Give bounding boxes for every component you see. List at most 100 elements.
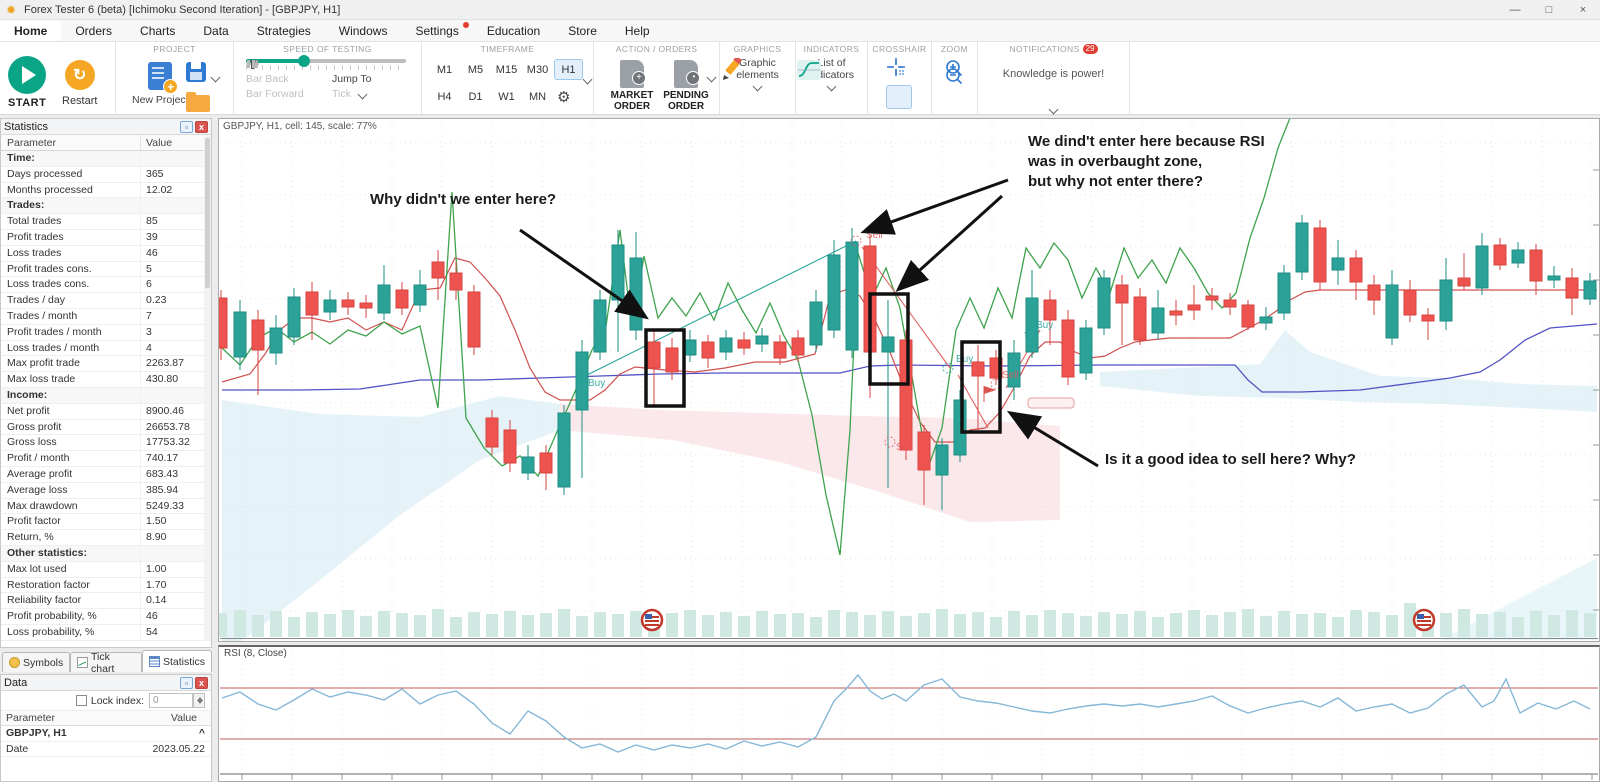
- notifications-chevron[interactable]: [1048, 100, 1059, 118]
- lock-index-input[interactable]: 0: [149, 693, 205, 708]
- save-button[interactable]: [186, 62, 206, 82]
- bar-forward-button[interactable]: Bar Forward: [246, 60, 332, 100]
- timeframe-settings-gear-icon[interactable]: ⚙: [557, 88, 571, 106]
- jump-to-button[interactable]: Jump To: [247, 59, 418, 85]
- rsi-chart[interactable]: [219, 647, 1599, 781]
- timeframe-m1-button[interactable]: M1: [436, 63, 453, 76]
- menu-item-education[interactable]: Education: [486, 23, 541, 38]
- timeframe-h1-button[interactable]: H1: [554, 59, 583, 80]
- statistics-close-button[interactable]: x: [195, 120, 208, 133]
- lock-index-spinner[interactable]: [193, 693, 205, 708]
- chart-annotation: We dind't enter here because RSI was in o…: [1028, 133, 1265, 190]
- notifications-label: NOTIFICATIONS: [1009, 44, 1080, 54]
- window-title: Forex Tester 6 (beta) [Ichimoku Second I…: [24, 3, 341, 16]
- candlestick-chart[interactable]: Buy Sell Sell Buy Sell Buy: [219, 119, 1600, 641]
- crosshair-snap-icon: [889, 60, 904, 75]
- timeframe-m5-button[interactable]: M5: [467, 63, 484, 76]
- svg-text:Sell: Sell: [1002, 370, 1019, 381]
- minimize-button[interactable]: —: [1509, 4, 1521, 16]
- news-flag-icon[interactable]: [640, 608, 664, 632]
- statistics-minimize-button[interactable]: ▫: [180, 120, 193, 133]
- ribbon-section-zoom: ZOOM: [932, 42, 978, 114]
- menu-item-settings[interactable]: Settings: [401, 21, 472, 41]
- main-chart-panel[interactable]: GBPJPY, H1, cell: 145, scale: 77% Buy Sel…: [218, 118, 1600, 642]
- timeframe-w1-button[interactable]: W1: [498, 90, 515, 103]
- ribbon-section-speed: SPEED OF TESTING Bar Back Jump To Ba: [234, 42, 422, 114]
- new-project-button[interactable]: + New Project: [132, 62, 189, 107]
- project-menu-chevron[interactable]: [210, 68, 221, 86]
- rsi-panel[interactable]: RSI (8, Close): [218, 645, 1600, 782]
- indicator-curve-icon: [797, 60, 821, 80]
- pending-order-button[interactable]: ◔ PENDING ORDER: [658, 60, 714, 112]
- chart-header: GBPJPY, H1, cell: 145, scale: 77%: [223, 121, 377, 132]
- menu-item-store[interactable]: Store: [568, 23, 597, 38]
- data-row: GBPJPY, H1 ^: [1, 726, 211, 742]
- restart-button[interactable]: ↻ Restart: [62, 60, 97, 107]
- notifications-badge: 29: [1082, 44, 1098, 54]
- statistics-row: Average loss 385.94: [1, 482, 211, 499]
- market-order-button[interactable]: + MARKET ORDER: [604, 60, 660, 112]
- list-of-indicators-button[interactable]: List of indicators: [796, 57, 867, 92]
- tick-button[interactable]: Tick: [247, 60, 418, 100]
- graphic-elements-button[interactable]: Graphic elements: [720, 57, 795, 92]
- tab-tick[interactable]: Tick chart: [70, 651, 142, 675]
- lock-index-checkbox[interactable]: [75, 695, 87, 706]
- statistics-row: Trades:: [1, 198, 211, 215]
- menu-item-charts[interactable]: Charts: [140, 23, 176, 38]
- start-button[interactable]: START: [8, 56, 47, 109]
- data-panel: Data ▫ x Lock index: 0 Parameter Value G…: [0, 674, 212, 782]
- data-table-header: Parameter Value: [1, 711, 211, 726]
- speed-slider[interactable]: [246, 55, 406, 67]
- indicators-menu-chevron[interactable]: [826, 81, 837, 92]
- statistics-panel-title: Statistics: [4, 120, 49, 133]
- ribbon-section-project: PROJECT + New Project: [116, 42, 234, 114]
- svg-text:Buy: Buy: [1036, 320, 1053, 331]
- folder-icon: [186, 92, 210, 112]
- timeframe-menu-chevron[interactable]: [582, 70, 593, 88]
- pencil-icon: [723, 58, 742, 80]
- data-close-button[interactable]: x: [195, 676, 208, 689]
- news-flag-icon[interactable]: [1412, 608, 1436, 632]
- statistics-row: Loss trades cons. 6: [1, 277, 211, 294]
- ribbon-section-orders: ACTION / ORDERS + MARKET ORDER ◔ PENDING…: [594, 42, 720, 114]
- graphics-menu-chevron[interactable]: [752, 81, 763, 92]
- statistics-scrollbar[interactable]: [204, 136, 211, 641]
- ribbon-section-crosshair: CROSSHAIR: [868, 42, 932, 114]
- timeframe-m15-button[interactable]: M15: [495, 63, 518, 76]
- menu-item-orders[interactable]: Orders: [75, 23, 113, 38]
- maximize-button[interactable]: □: [1545, 4, 1553, 16]
- title-bar: ✹ Forex Tester 6 (beta) [Ichimoku Second…: [0, 0, 1600, 20]
- annotation-arrows: [519, 178, 1099, 468]
- menu-bar: Home Orders Charts Data Strategies Windows Set…: [0, 20, 1600, 42]
- timeframe-mn-button[interactable]: MN: [528, 90, 547, 103]
- speed-slider-thumb[interactable]: [298, 55, 310, 67]
- crosshair-snap-button[interactable]: [886, 60, 912, 109]
- market-order-icon: +: [620, 60, 646, 88]
- menu-item-data[interactable]: Data: [203, 23, 229, 38]
- svg-text:Sell: Sell: [866, 230, 883, 241]
- menu-item-windows[interactable]: Windows: [338, 23, 388, 38]
- tab-stats[interactable]: Statistics: [141, 650, 212, 672]
- orders-menu-chevron[interactable]: [706, 68, 717, 86]
- statistics-row: Max drawdown 5249.33: [1, 498, 211, 515]
- menu-item-help[interactable]: Help: [624, 23, 650, 38]
- speed-menu-chevron[interactable]: [357, 89, 368, 99]
- menu-item-strategies[interactable]: Strategies: [256, 23, 311, 38]
- menu-item-home[interactable]: Home: [0, 20, 62, 41]
- timeframe-h4-button[interactable]: H4: [437, 90, 452, 103]
- open-folder-button[interactable]: [186, 92, 210, 112]
- close-button[interactable]: ×: [1579, 4, 1587, 16]
- collapse-icon[interactable]: ^: [198, 727, 205, 739]
- tab-symbols[interactable]: Symbols: [2, 652, 71, 672]
- zoom-out-button[interactable]: [945, 67, 965, 87]
- left-panel-tabs: Symbols Tick chart Statistics: [0, 650, 212, 675]
- timeframe-m30-button[interactable]: M30: [526, 63, 549, 76]
- ribbon-section-graphics: GRAPHICS Graphic elements: [720, 42, 796, 114]
- timeframe-d1-button[interactable]: D1: [468, 90, 483, 103]
- bar-back-button[interactable]: Bar Back: [246, 60, 332, 85]
- kijun-line: [222, 323, 1598, 393]
- data-minimize-button[interactable]: ▫: [180, 676, 193, 689]
- rsi-indicator-label: RSI (8, Close): [222, 648, 289, 659]
- trade-markers: Buy Sell Sell Buy Sell Buy: [575, 230, 1053, 453]
- trade-history-lines: [580, 240, 1075, 429]
